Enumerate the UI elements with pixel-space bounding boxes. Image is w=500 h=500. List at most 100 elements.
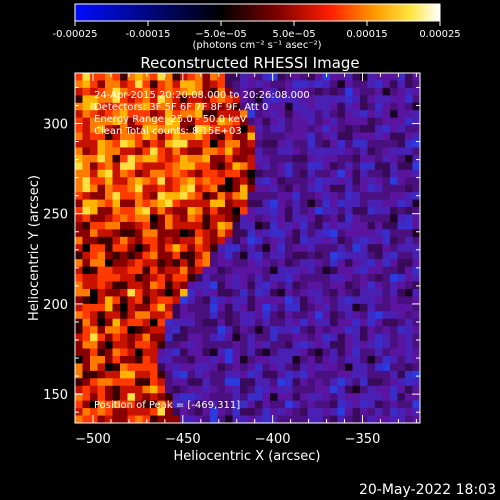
heatmap-cell xyxy=(150,251,159,260)
heatmap-cell xyxy=(187,102,196,111)
heatmap-cell xyxy=(330,199,339,208)
heatmap-cell xyxy=(75,385,84,394)
heatmap-cell xyxy=(292,154,301,163)
heatmap-cell xyxy=(367,214,376,223)
heatmap-cell xyxy=(225,318,234,327)
heatmap-cell xyxy=(322,214,331,223)
heatmap-cell xyxy=(330,259,339,268)
heatmap-cell xyxy=(412,177,420,186)
heatmap-cell xyxy=(195,87,204,96)
heatmap-cell xyxy=(390,288,399,298)
heatmap-cell xyxy=(172,169,181,178)
heatmap-cell xyxy=(217,393,226,402)
heatmap-cell xyxy=(375,251,384,260)
heatmap-cell xyxy=(142,318,151,327)
heatmap-cell xyxy=(225,87,234,96)
heatmap-cell xyxy=(412,132,420,141)
heatmap-cell xyxy=(120,408,129,417)
heatmap-cell xyxy=(390,229,399,238)
heatmap-cell xyxy=(195,162,204,171)
heatmap-cell xyxy=(270,229,279,238)
heatmap-cell xyxy=(90,162,99,171)
heatmap-cell xyxy=(90,266,99,275)
heatmap-cell xyxy=(330,408,339,417)
heatmap-cell xyxy=(255,229,264,238)
heatmap-cell xyxy=(195,363,204,372)
heatmap-cell xyxy=(172,236,181,245)
heatmap-cell xyxy=(105,140,114,149)
heatmap-cell xyxy=(225,415,234,423)
heatmap-cell xyxy=(262,184,271,193)
heatmap-cell xyxy=(210,259,219,268)
heatmap-cell xyxy=(330,147,339,156)
heatmap-cell xyxy=(345,80,354,89)
heatmap-cell xyxy=(75,199,84,208)
heatmap-cell xyxy=(262,408,271,417)
heatmap-cell xyxy=(412,244,420,253)
heatmap-cell xyxy=(105,296,114,305)
heatmap-cell xyxy=(337,333,346,342)
heatmap-cell xyxy=(195,80,204,89)
heatmap-cell xyxy=(322,73,331,82)
heatmap-cell xyxy=(315,87,324,96)
heatmap-cell xyxy=(90,385,99,394)
heatmap-cell xyxy=(172,80,181,89)
heatmap-cell xyxy=(90,251,99,260)
heatmap-cell xyxy=(315,274,324,283)
heatmap-cell xyxy=(180,140,189,149)
heatmap-cell xyxy=(367,110,376,119)
heatmap-cell xyxy=(210,408,219,417)
heatmap-cell xyxy=(75,341,84,350)
heatmap-cell xyxy=(172,385,181,394)
heatmap-cell xyxy=(337,199,346,208)
heatmap-cell xyxy=(210,199,219,208)
heatmap-cell xyxy=(240,140,249,149)
heatmap-cell xyxy=(322,95,331,104)
heatmap-cell xyxy=(180,207,189,216)
heatmap-cell xyxy=(82,318,91,327)
heatmap-cell xyxy=(225,125,234,134)
heatmap-cell xyxy=(352,400,361,409)
heatmap-cell xyxy=(270,110,279,119)
heatmap-cell xyxy=(217,214,226,223)
heatmap-cell xyxy=(277,318,286,327)
heatmap-cell xyxy=(90,348,99,357)
heatmap-cell xyxy=(337,110,346,119)
heatmap-cell xyxy=(352,378,361,387)
heatmap-cell xyxy=(322,348,331,357)
heatmap-cell xyxy=(262,296,271,305)
heatmap-cell xyxy=(157,311,166,320)
heatmap-cell xyxy=(352,87,361,96)
heatmap-cell xyxy=(187,415,196,423)
heatmap-cell xyxy=(360,207,369,216)
heatmap-cell xyxy=(292,192,301,201)
heatmap-cell xyxy=(105,348,114,357)
heatmap-cell xyxy=(270,154,279,163)
heatmap-cell xyxy=(240,355,249,365)
heatmap-cell xyxy=(195,221,204,230)
heatmap-cell xyxy=(322,229,331,238)
heatmap-cell xyxy=(292,147,301,156)
heatmap-cell xyxy=(405,140,414,149)
heatmap-cell xyxy=(225,303,234,312)
heatmap-cell xyxy=(187,207,196,216)
heatmap-cell xyxy=(345,236,354,245)
heatmap-cell xyxy=(352,125,361,134)
heatmap-cell xyxy=(82,393,91,402)
heatmap-cell xyxy=(202,162,211,171)
heatmap-cell xyxy=(285,207,294,216)
heatmap-cell xyxy=(135,341,144,350)
heatmap-cell xyxy=(255,147,264,156)
heatmap-cell xyxy=(412,385,420,394)
heatmap-cell xyxy=(352,184,361,193)
heatmap-cell xyxy=(225,102,234,111)
heatmap-cell xyxy=(112,370,121,379)
heatmap-cell xyxy=(277,80,286,89)
heatmap-cell xyxy=(360,303,369,312)
heatmap-cell xyxy=(225,251,234,260)
heatmap-cell xyxy=(315,177,324,186)
heatmap-cell xyxy=(90,393,99,402)
heatmap-cell xyxy=(157,348,166,357)
heatmap-cell xyxy=(135,393,144,402)
heatmap-cell xyxy=(412,400,420,409)
